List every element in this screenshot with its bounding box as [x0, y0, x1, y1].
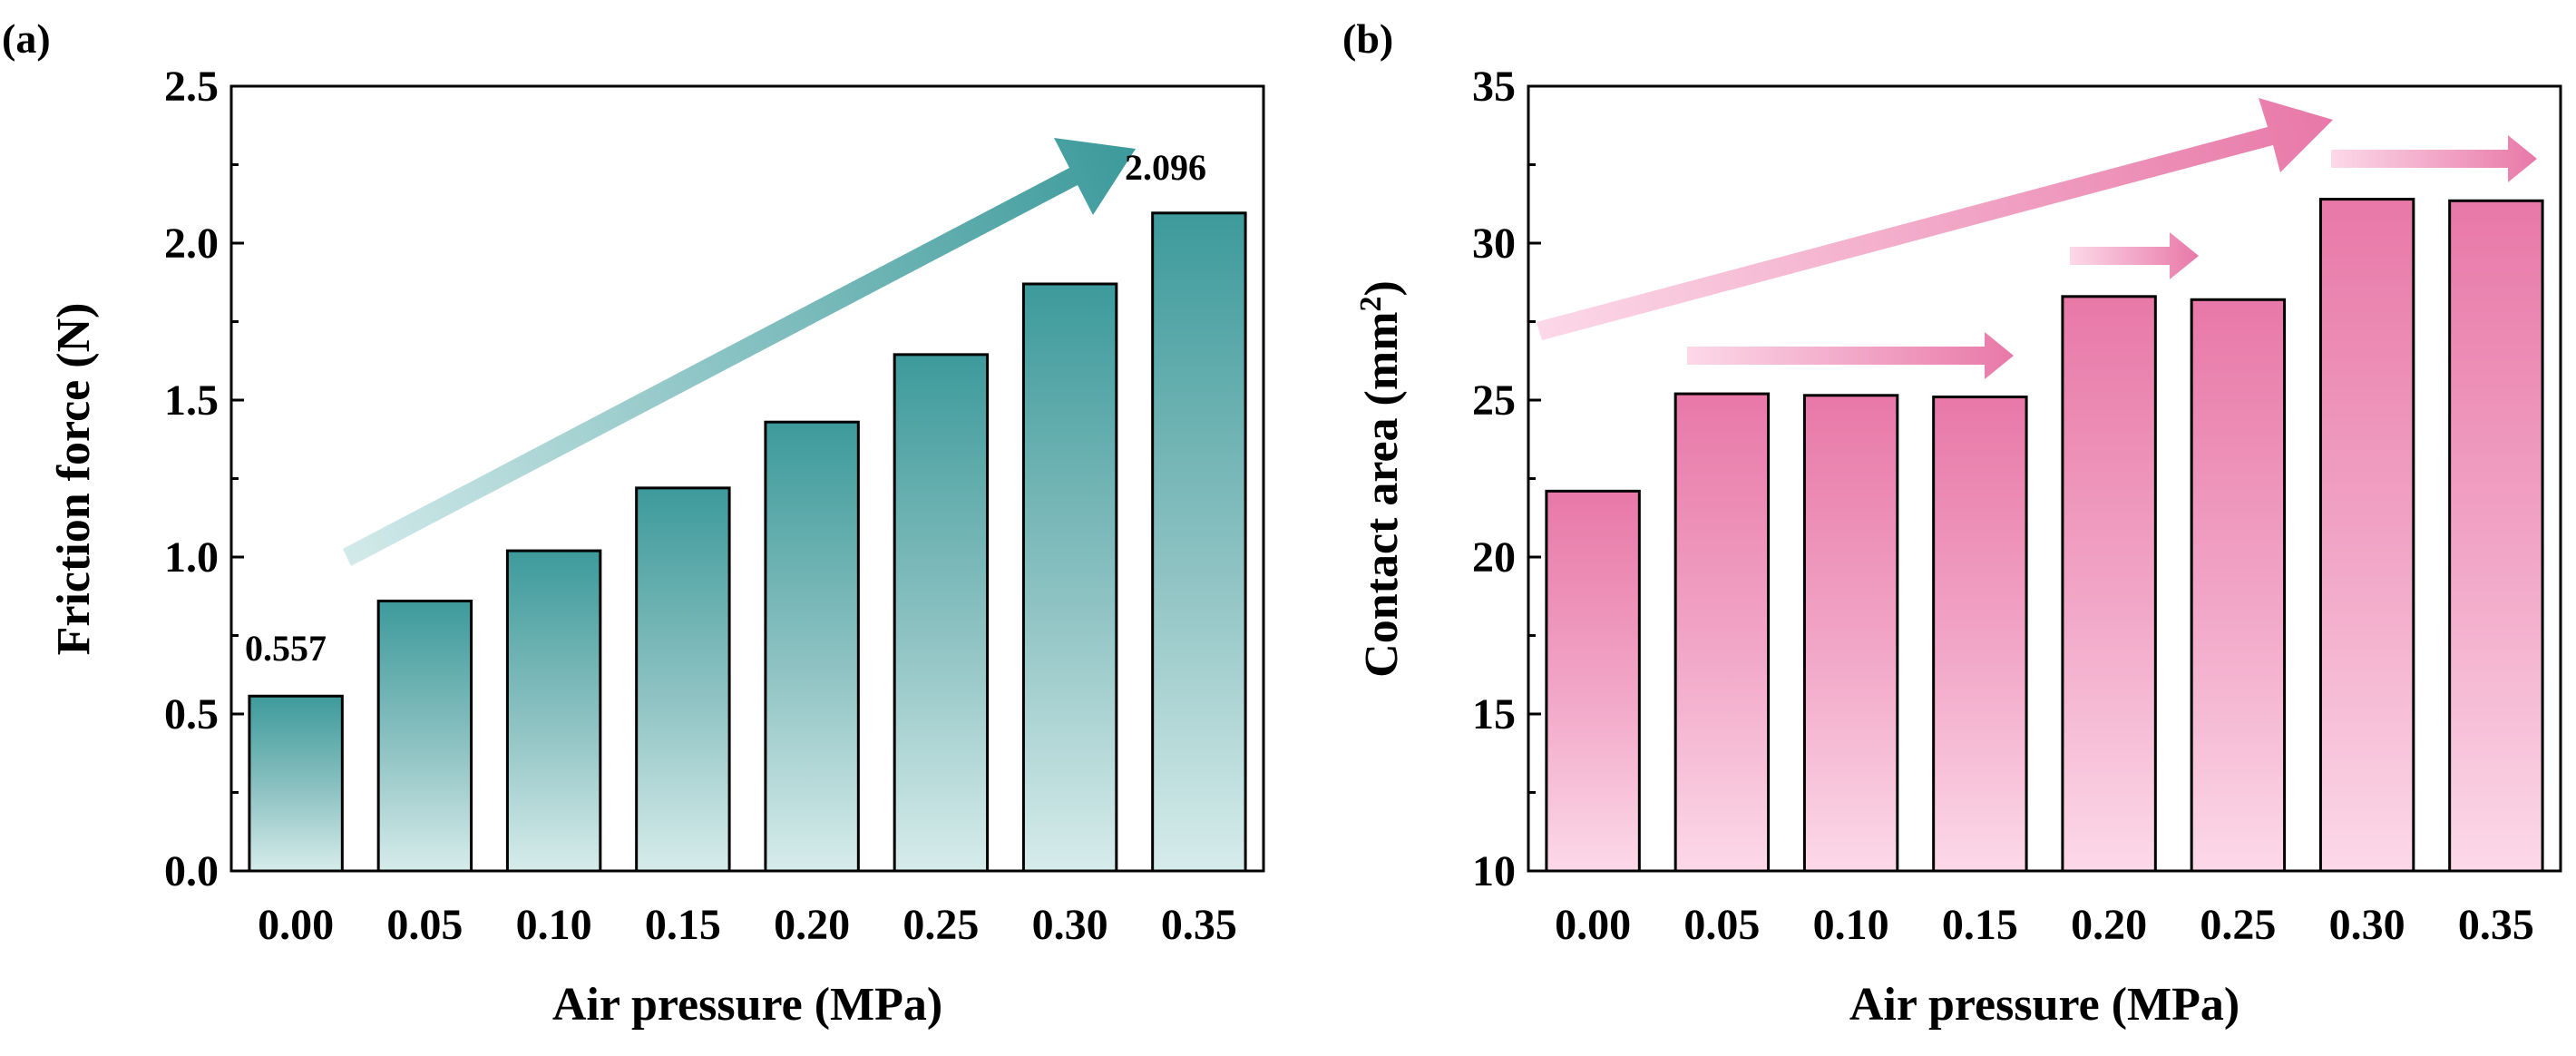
y-axis-ticks-a: [231, 84, 244, 873]
y-tick-label: 20: [1472, 533, 1516, 582]
y-tick-label: 2.0: [164, 220, 219, 268]
bar: [2190, 298, 2287, 873]
x-tick-label: 0.25: [903, 901, 979, 949]
plateau-arrow-b-1: [1687, 332, 2014, 379]
bar: [248, 694, 344, 873]
panel-a-friction-force: (a) 0.00.51.01.52.02.5 0.00 0.05 0.10 0.15 0…: [2, 15, 1265, 1031]
bar: [635, 486, 731, 873]
x-tick-label: 0.15: [1942, 901, 2018, 949]
y-tick-label: 15: [1472, 690, 1516, 738]
x-tick-label: 0.25: [2200, 901, 2276, 949]
y-tick-label: 0.5: [164, 690, 219, 738]
x-tick-label: 0.15: [645, 901, 721, 949]
bar: [1545, 489, 1641, 873]
x-tick-label: 0.35: [1161, 901, 1237, 949]
y-tick-label: 25: [1472, 376, 1516, 425]
y-tick-label: 2.5: [164, 63, 219, 111]
plateau-arrow-b-2: [2070, 232, 2199, 279]
x-tick-label: 0.05: [1683, 901, 1760, 949]
x-tick-label: 0.00: [258, 901, 334, 949]
y-tick-label: 10: [1472, 847, 1516, 895]
x-tick-label: 0.00: [1555, 901, 1631, 949]
x-tick-label: 0.35: [2458, 901, 2534, 949]
data-label-first-a: 0.557: [245, 628, 327, 669]
bar: [1151, 211, 1247, 873]
bar: [376, 599, 473, 873]
bar: [1021, 282, 1118, 873]
bar: [893, 353, 990, 873]
bar: [1932, 396, 2028, 873]
y-tick-label: 30: [1472, 220, 1516, 268]
y-tick-label: 1.5: [164, 376, 219, 425]
plateau-arrow-b-3: [2331, 135, 2537, 182]
x-tick-label: 0.05: [386, 901, 463, 949]
x-axis-title-a: Air pressure (MPa): [552, 979, 942, 1031]
y-tick-label: 0.0: [164, 847, 219, 895]
y-tick-label: 35: [1472, 63, 1516, 111]
x-tick-label: 0.10: [516, 901, 592, 949]
bar: [764, 420, 860, 873]
panel-b-contact-area: (b) 10 15 20 25 30 35 0.00 0.05 0.10 0.15 0.20 0.2…: [1342, 15, 2562, 1031]
data-label-last-a: 2.096: [1125, 147, 1206, 188]
x-tick-labels-a: 0.00 0.05 0.10 0.15 0.20 0.25 0.30 0.35: [258, 901, 1237, 949]
bar: [505, 549, 602, 873]
x-tick-label: 0.30: [2329, 901, 2405, 949]
x-tick-label: 0.10: [1813, 901, 1889, 949]
panel-label-a: (a): [2, 15, 51, 62]
y-tick-labels-b: 10 15 20 25 30 35: [1472, 63, 1516, 895]
x-axis-title-b: Air pressure (MPa): [1849, 979, 2239, 1031]
bar: [1802, 394, 1899, 873]
trend-arrow-a: [343, 138, 1136, 566]
bars-a: [248, 211, 1247, 873]
bar: [2448, 199, 2544, 873]
bar: [2318, 198, 2415, 873]
x-tick-label: 0.20: [774, 901, 850, 949]
trend-arrow-b-main: [1537, 98, 2333, 340]
x-tick-label: 0.20: [2071, 901, 2147, 949]
bars-b: [1545, 198, 2544, 873]
y-axis-title-b: Contact area (mm2): [1354, 280, 1408, 678]
y-axis-title-a: Friction force (N): [48, 303, 100, 656]
x-tick-label: 0.30: [1032, 901, 1108, 949]
panel-label-b: (b): [1342, 15, 1393, 62]
y-tick-label: 1.0: [164, 533, 219, 582]
x-tick-labels-b: 0.00 0.05 0.10 0.15 0.20 0.25 0.30 0.35: [1555, 901, 2534, 949]
bar: [2061, 295, 2157, 873]
y-tick-labels-a: 0.0 0.5 1.0 1.5 2.0 2.5: [164, 63, 219, 895]
y-axis-ticks-b: [1528, 84, 1541, 873]
bar: [1673, 392, 1771, 873]
